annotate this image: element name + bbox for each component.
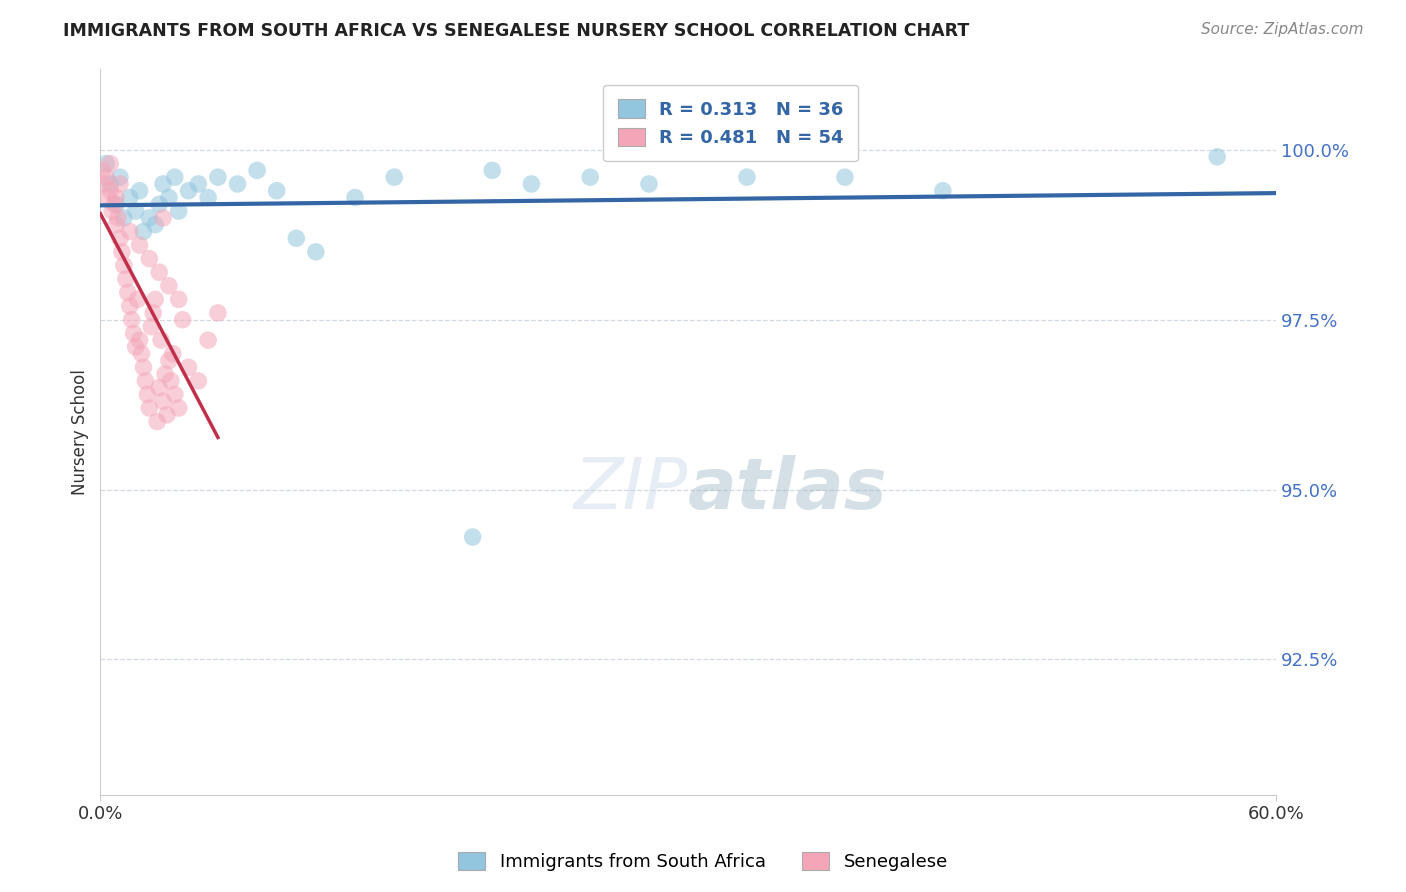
Point — [148, 265, 170, 279]
Point — [128, 333, 150, 347]
Point — [114, 272, 136, 286]
Point — [481, 163, 503, 178]
Point — [108, 170, 131, 185]
Point — [160, 374, 183, 388]
Text: IMMIGRANTS FROM SOUTH AFRICA VS SENEGALESE NURSERY SCHOOL CORRELATION CHART: IMMIGRANTS FROM SOUTH AFRICA VS SENEGALE… — [63, 22, 970, 40]
Point — [111, 244, 134, 259]
Point — [152, 211, 174, 225]
Point — [105, 190, 128, 204]
Legend: Immigrants from South Africa, Senegalese: Immigrants from South Africa, Senegalese — [451, 845, 955, 879]
Text: Source: ZipAtlas.com: Source: ZipAtlas.com — [1201, 22, 1364, 37]
Point — [98, 177, 121, 191]
Point — [163, 170, 186, 185]
Point — [167, 293, 190, 307]
Point — [146, 415, 169, 429]
Point — [141, 319, 163, 334]
Point — [136, 387, 159, 401]
Point — [197, 333, 219, 347]
Point — [98, 184, 121, 198]
Point — [118, 225, 141, 239]
Point — [117, 285, 139, 300]
Text: ZIP: ZIP — [574, 456, 688, 524]
Point — [207, 170, 229, 185]
Point — [157, 353, 180, 368]
Point — [118, 190, 141, 204]
Point — [96, 156, 118, 170]
Point — [97, 190, 120, 204]
Point — [932, 184, 955, 198]
Point — [207, 306, 229, 320]
Point — [187, 177, 209, 191]
Point — [305, 244, 328, 259]
Point — [579, 170, 602, 185]
Point — [103, 197, 125, 211]
Point — [121, 312, 143, 326]
Point — [93, 177, 115, 191]
Point — [167, 204, 190, 219]
Point — [143, 293, 166, 307]
Point — [167, 401, 190, 415]
Point — [344, 190, 367, 204]
Point — [382, 170, 405, 185]
Point — [197, 190, 219, 204]
Point — [157, 278, 180, 293]
Point — [172, 312, 194, 326]
Point — [1206, 150, 1229, 164]
Y-axis label: Nursery School: Nursery School — [72, 369, 89, 495]
Point — [118, 299, 141, 313]
Point — [112, 211, 135, 225]
Point — [124, 340, 146, 354]
Point — [461, 530, 484, 544]
Point — [834, 170, 856, 185]
Point — [134, 374, 156, 388]
Point — [122, 326, 145, 341]
Point — [142, 306, 165, 320]
Point — [285, 231, 308, 245]
Point — [138, 401, 160, 415]
Point — [138, 211, 160, 225]
Point — [157, 190, 180, 204]
Point — [108, 177, 131, 191]
Point — [246, 163, 269, 178]
Text: atlas: atlas — [688, 456, 889, 524]
Point — [152, 394, 174, 409]
Point — [143, 218, 166, 232]
Point — [148, 197, 170, 211]
Point — [163, 387, 186, 401]
Point — [187, 374, 209, 388]
Point — [226, 177, 249, 191]
Point — [138, 252, 160, 266]
Point — [162, 347, 184, 361]
Point — [638, 177, 661, 191]
Point — [128, 238, 150, 252]
Point — [131, 347, 153, 361]
Point — [108, 231, 131, 245]
Point — [96, 170, 118, 185]
Point — [152, 177, 174, 191]
Point — [91, 163, 114, 178]
Point — [105, 197, 128, 211]
Point — [156, 408, 179, 422]
Point — [520, 177, 543, 191]
Legend: R = 0.313   N = 36, R = 0.481   N = 54: R = 0.313 N = 36, R = 0.481 N = 54 — [603, 85, 858, 161]
Point — [150, 333, 173, 347]
Point — [124, 204, 146, 219]
Point — [128, 184, 150, 198]
Point — [266, 184, 288, 198]
Point — [105, 218, 128, 232]
Point — [132, 225, 155, 239]
Point — [148, 381, 170, 395]
Point — [153, 367, 176, 381]
Point — [98, 156, 121, 170]
Point — [177, 184, 200, 198]
Point — [112, 259, 135, 273]
Point — [132, 360, 155, 375]
Point — [177, 360, 200, 375]
Point — [735, 170, 758, 185]
Point — [107, 211, 129, 225]
Point — [127, 293, 149, 307]
Point — [101, 204, 124, 219]
